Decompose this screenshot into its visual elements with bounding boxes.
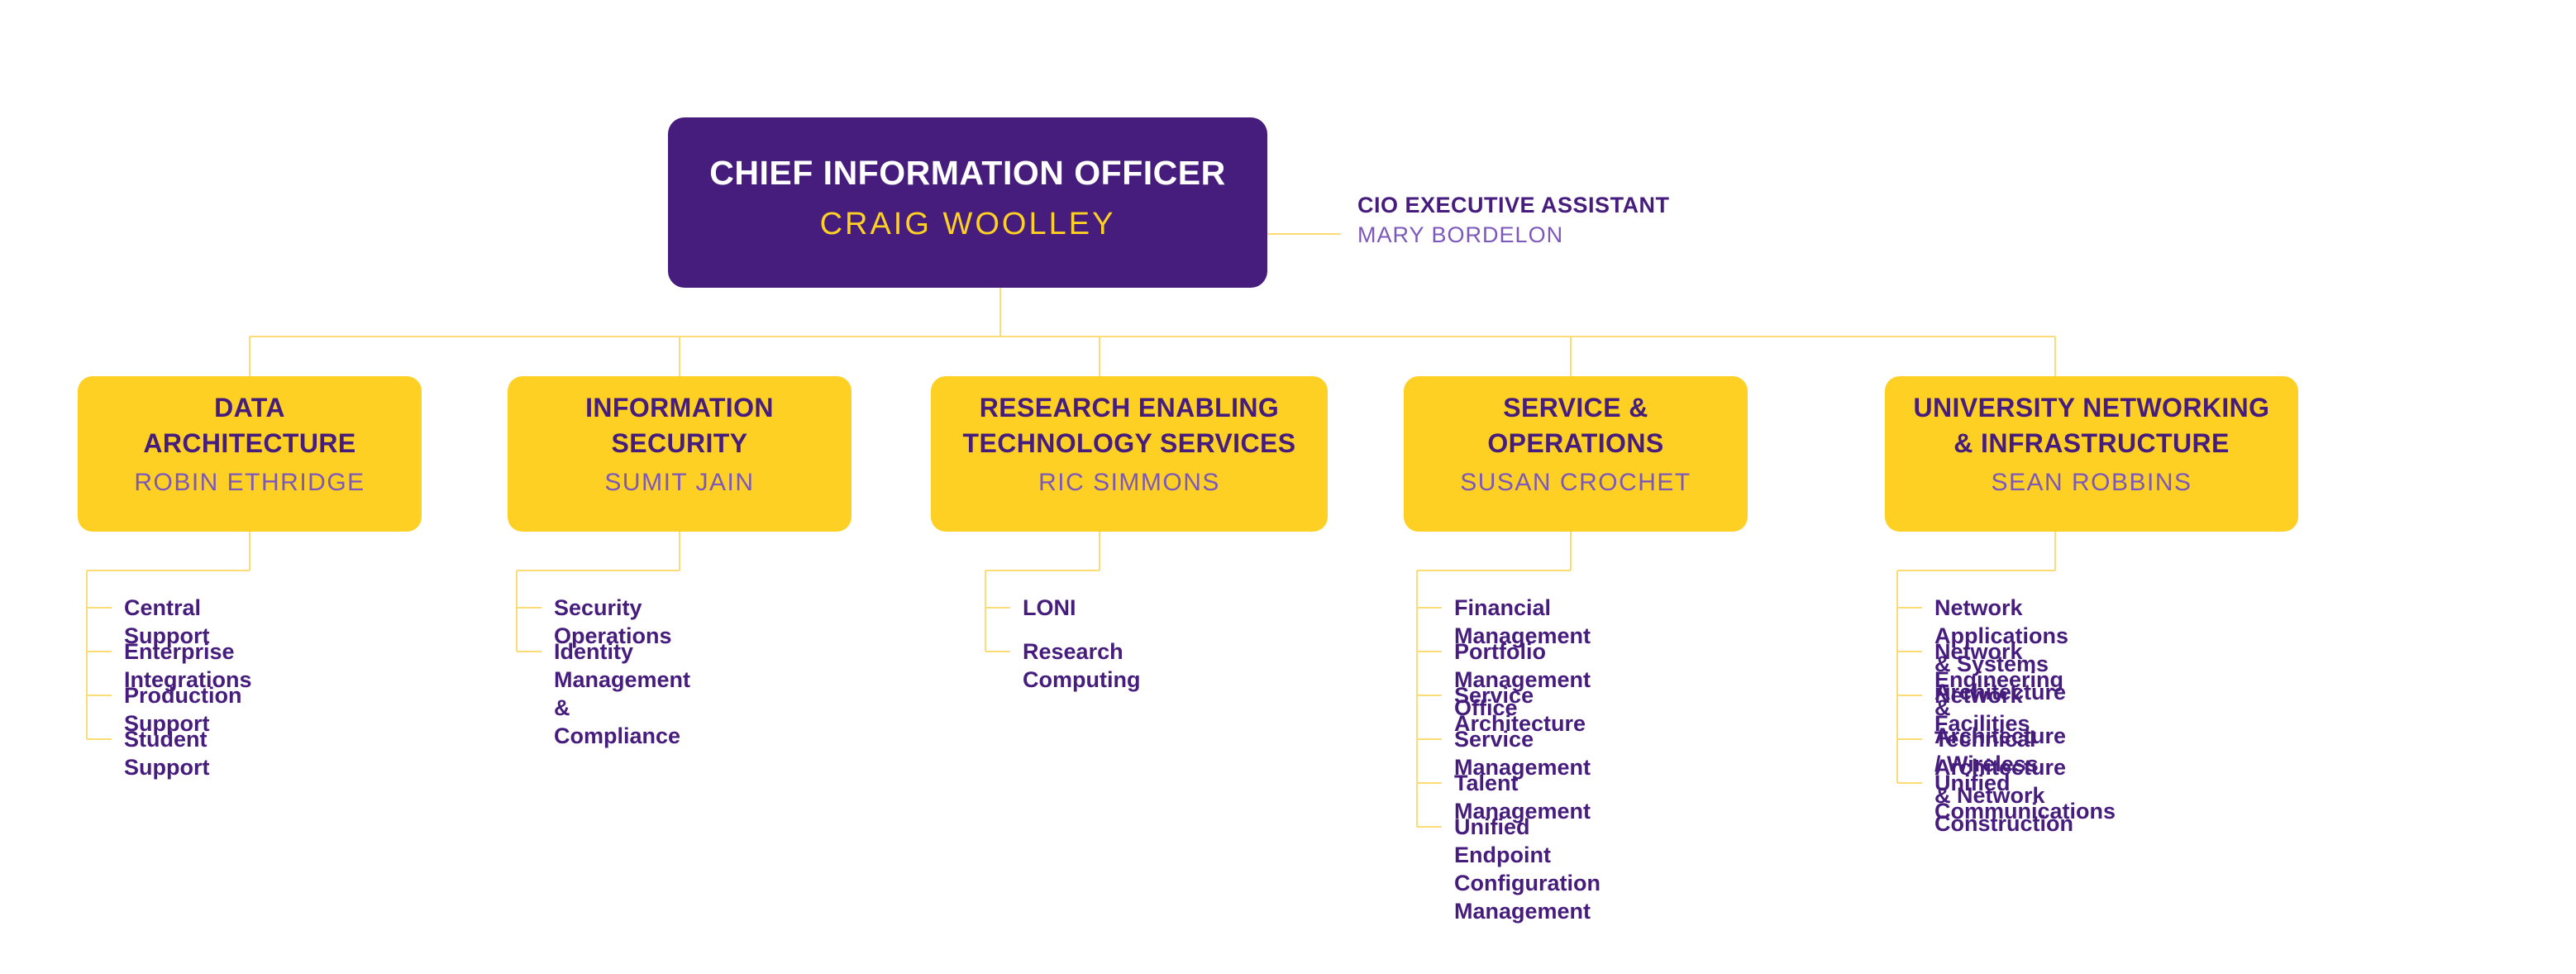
sub-unit-item: Unified Endpoint Configuration Managemen… [1454, 814, 1600, 924]
sub-unit-item: Service Architecture [1454, 683, 1586, 736]
department-head-name: SUSAN CROCHET [1460, 469, 1691, 496]
department-head-name: RIC SIMMONS [1038, 469, 1220, 496]
sub-unit-item: Unified Communications [1934, 771, 2116, 824]
cio-name: CRAIG WOOLLEY [819, 207, 1116, 241]
department-title: RESEARCH ENABLING TECHNOLOGY SERVICES [962, 393, 1296, 458]
assistant-name: MARY BORDELON [1357, 222, 1564, 247]
sub-unit-item: Research Computing [1023, 639, 1141, 692]
cio-title: CHIEF INFORMATION OFFICER [709, 154, 1226, 192]
cio-node: CHIEF INFORMATION OFFICER CRAIG WOOLLEY [668, 117, 1267, 288]
assistant-title: CIO EXECUTIVE ASSISTANT [1357, 193, 1670, 217]
sub-unit-item: Talent Management [1454, 771, 1591, 824]
department-title: UNIVERSITY NETWORKING & INFRASTRUCTURE [1913, 393, 2270, 458]
department-head-name: SUMIT JAIN [604, 469, 755, 496]
sub-unit-item: Network Applications & Systems Architect… [1934, 595, 2069, 704]
sub-unit-item: Production Support [124, 683, 242, 736]
assistant-node: CIO EXECUTIVE ASSISTANT MARY BORDELON [1357, 191, 1670, 249]
sub-unit-item: Enterprise Integrations [124, 639, 252, 692]
department-title: INFORMATION SECURITY [585, 393, 774, 458]
sub-unit-item: Security Operations [554, 595, 672, 648]
department-box: DATA ARCHITECTURE ROBIN ETHRIDGE [78, 376, 422, 532]
sub-unit-item: Student Support [124, 727, 210, 780]
department-box: UNIVERSITY NETWORKING & INFRASTRUCTURE SE… [1885, 376, 2298, 532]
department-box: INFORMATION SECURITY SUMIT JAIN [508, 376, 852, 532]
sub-unit-item: LONI [1023, 595, 1076, 620]
sub-unit-item: Service Management [1454, 727, 1591, 780]
department-head-name: SEAN ROBBINS [1991, 469, 2192, 496]
sub-unit-item: Financial Management [1454, 595, 1591, 648]
sub-unit-item: Technical Architecture & Network Constru… [1934, 727, 2073, 836]
sub-unit-item: Central Support [124, 595, 210, 648]
sub-unit-item: Network Facilities [1934, 683, 2030, 736]
sub-unit-item: Network Engineering & Architecture / Wir… [1934, 639, 2067, 776]
sub-unit-item: Portfolio Management Office [1454, 639, 1591, 720]
department-box: SERVICE & OPERATIONS SUSAN CROCHET [1404, 376, 1748, 532]
department-head-name: ROBIN ETHRIDGE [134, 469, 365, 496]
department-title: SERVICE & OPERATIONS [1487, 393, 1664, 458]
department-title: DATA ARCHITECTURE [143, 393, 356, 458]
sub-unit-item: Identity Management & Compliance [554, 639, 691, 748]
department-box: RESEARCH ENABLING TECHNOLOGY SERVICES RIC… [931, 376, 1328, 532]
